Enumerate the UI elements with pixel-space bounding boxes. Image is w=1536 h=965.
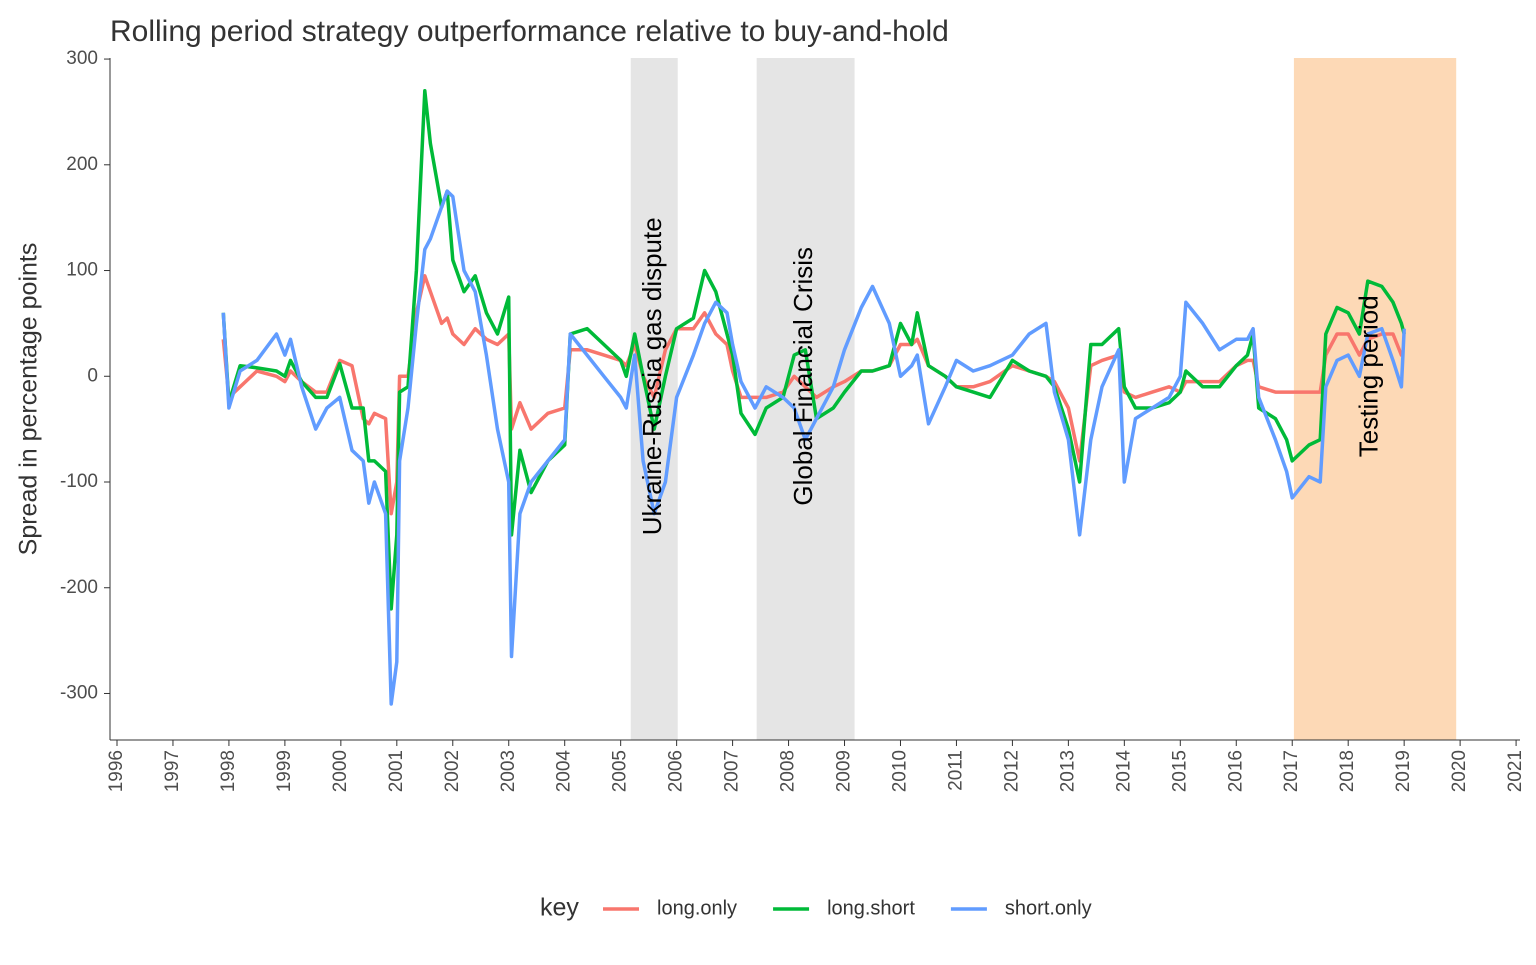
x-tick-label: 2018 [1337,750,1358,792]
x-tick-label: 2008 [778,750,799,792]
x-tick-label: 2003 [498,750,519,792]
x-tick-label: 1998 [218,750,239,792]
x-tick-label: 2005 [610,750,631,792]
x-tick-label: 1999 [274,750,295,792]
x-tick-label: 2021 [1505,750,1526,792]
legend-label: short.only [1005,897,1092,919]
legend-title: key [540,894,579,922]
x-tick-label: 2000 [330,750,351,792]
chart-title: Rolling period strategy outperformance r… [110,15,949,48]
y-axis-label: Spread in percentage points [15,243,43,556]
x-tick-label: 2017 [1281,750,1302,792]
x-tick-label: 2015 [1169,750,1190,792]
annotation: Ukraine-Russia gas dispute [637,217,667,535]
y-tick-label: 200 [66,154,98,175]
y-tick-label: 100 [66,260,98,281]
x-tick-label: 2011 [945,750,966,791]
y-tick-label: -100 [60,471,98,492]
x-tick-label: 2006 [666,750,687,792]
x-tick-label: 2010 [889,750,910,792]
x-tick-label: 2002 [442,750,463,792]
y-tick-label: -300 [60,682,98,703]
x-tick-label: 2013 [1057,750,1078,792]
y-tick-label: -200 [60,577,98,598]
annotation: Global Financial Crisis [788,247,818,506]
x-tick-label: 2020 [1449,750,1470,792]
x-tick-label: 2014 [1113,750,1134,793]
x-tick-label: 1997 [162,750,183,792]
y-tick-label: 300 [66,48,98,69]
y-tick-label: 0 [87,365,98,386]
x-tick-label: 2009 [834,750,855,792]
x-tick-label: 2004 [554,750,575,793]
x-tick-label: 2007 [722,750,743,792]
x-tick-label: 2016 [1225,750,1246,792]
x-tick-label: 2012 [1001,750,1022,792]
x-tick-label: 2019 [1393,750,1414,792]
legend-label: long.short [827,897,915,919]
annotation: Testing period [1353,295,1383,457]
series-line [221,189,1406,706]
x-tick-label: 1996 [106,750,127,792]
legend-label: long.only [657,897,737,919]
x-tick-label: 2001 [386,750,407,792]
